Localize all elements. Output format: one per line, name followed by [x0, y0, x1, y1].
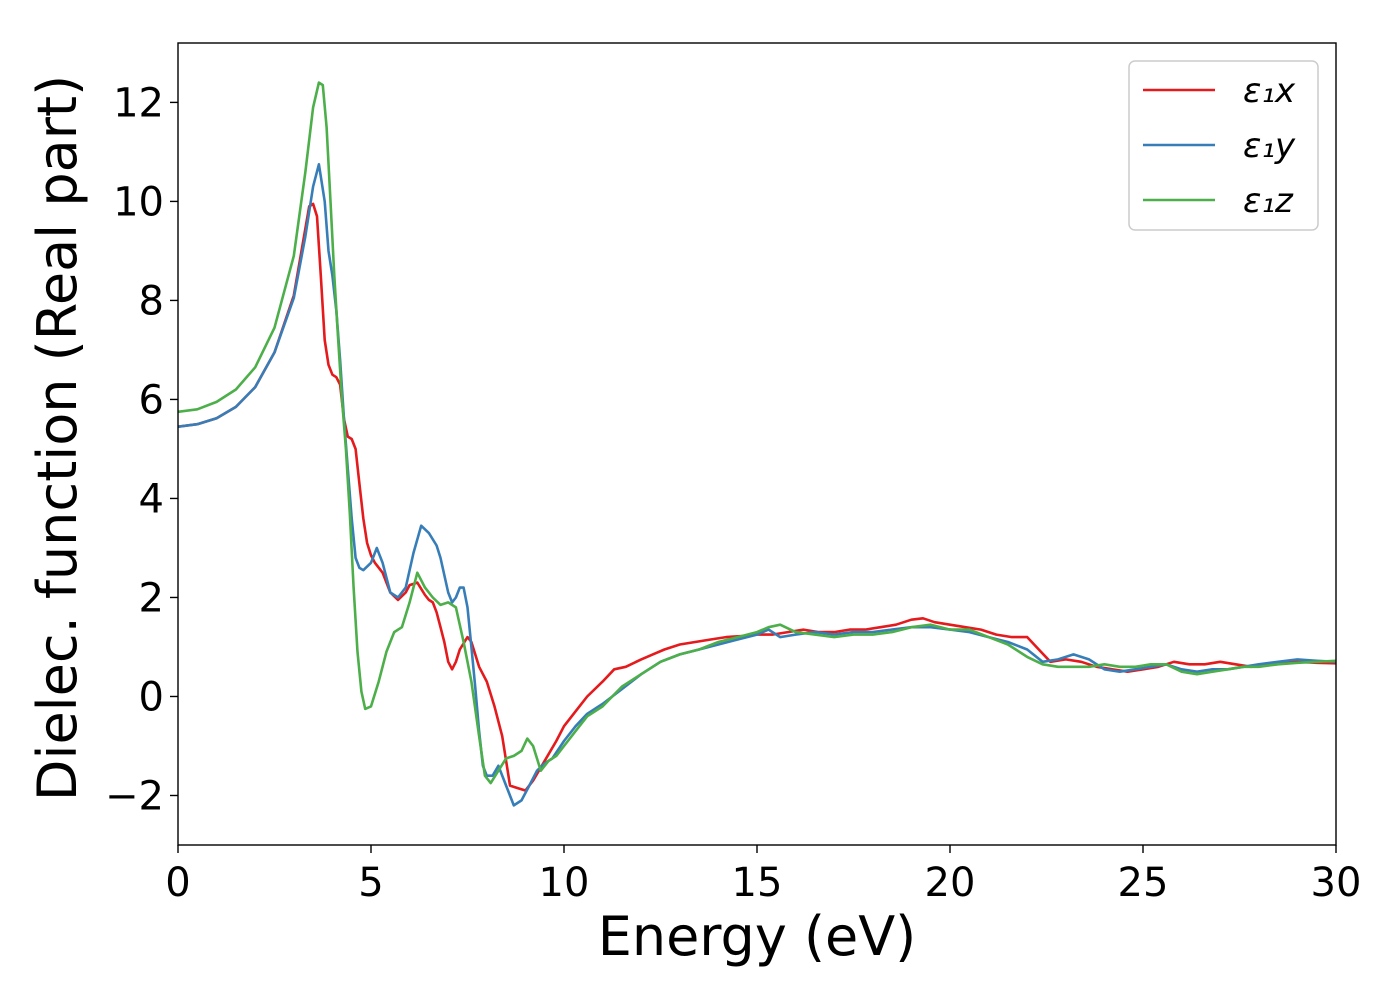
series-line-2 — [178, 163, 1336, 807]
y-tick-label: 10 — [113, 179, 164, 225]
series-line-1 — [178, 202, 1336, 792]
x-tick-label: 15 — [732, 860, 783, 906]
legend-label-2: ε₁y — [1243, 126, 1296, 166]
y-tick-label: 0 — [139, 674, 164, 720]
x-axis: 0 5 10 15 20 25 30 — [165, 845, 1361, 906]
y-axis: −2 0 2 4 6 8 10 12 — [105, 80, 178, 819]
y-axis-label: Dielec. function (Real part) — [26, 75, 89, 801]
y-tick-label: 2 — [139, 575, 164, 621]
legend-box — [1128, 60, 1319, 231]
y-tick-label: 8 — [139, 278, 164, 324]
x-tick-label: 10 — [539, 860, 590, 906]
y-tick-label: 6 — [139, 377, 164, 423]
x-tick-label: 5 — [358, 860, 383, 906]
y-tick-label: −2 — [105, 773, 164, 819]
x-tick-label: 0 — [165, 860, 190, 906]
y-tick-label: 4 — [139, 476, 164, 522]
series-line-3 — [178, 81, 1336, 785]
y-tick-label: 12 — [113, 80, 164, 126]
legend-label-1: ε₁x — [1243, 71, 1296, 111]
x-axis-label: Energy (eV) — [598, 905, 917, 968]
series-layer — [178, 81, 1336, 807]
legend-label-3: ε₁z — [1243, 181, 1294, 221]
legend: ε₁x ε₁y ε₁z — [1128, 60, 1319, 231]
legend-items: ε₁x ε₁y ε₁z — [1143, 71, 1296, 221]
x-tick-label: 25 — [1118, 860, 1169, 906]
x-tick-label: 30 — [1311, 860, 1362, 906]
x-tick-label: 20 — [925, 860, 976, 906]
